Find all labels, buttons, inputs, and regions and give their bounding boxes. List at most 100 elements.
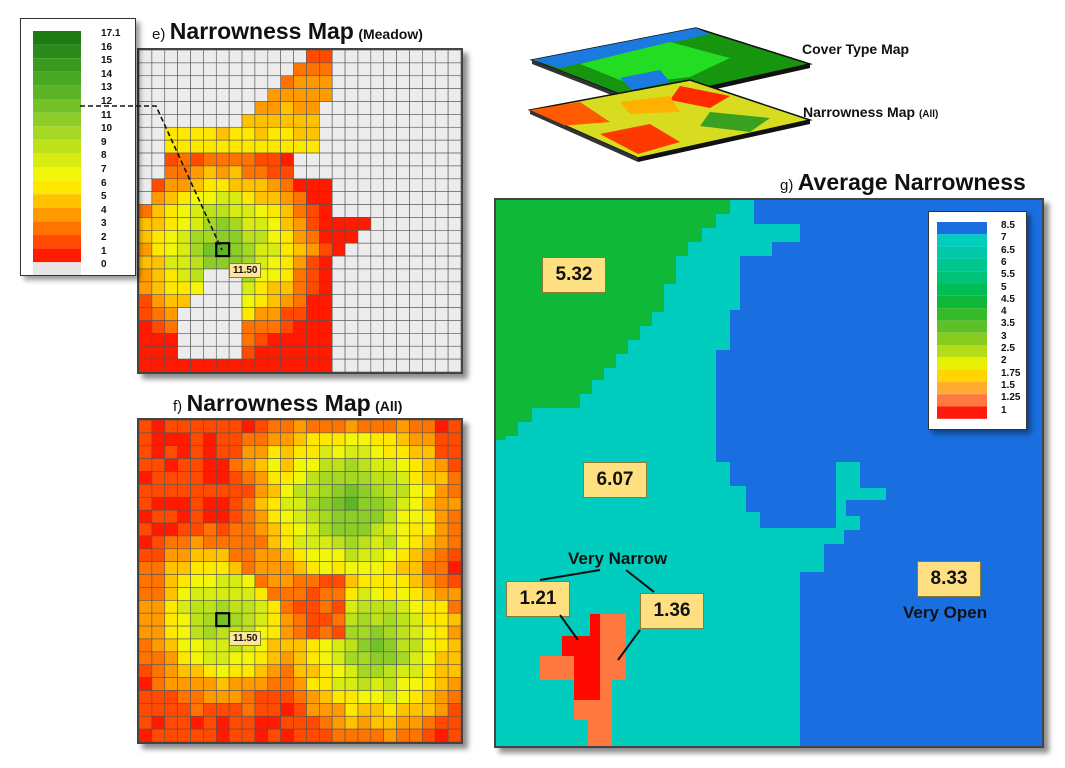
meadow-cell — [267, 294, 281, 308]
meadow-cell — [139, 320, 153, 334]
meadow-cell — [319, 62, 333, 77]
all-cell — [319, 445, 333, 459]
all-cell — [331, 664, 346, 678]
all-cell — [280, 664, 294, 678]
all-cell — [293, 651, 307, 666]
all-cell — [434, 728, 449, 742]
all-cell — [447, 690, 461, 704]
all-cell — [306, 458, 320, 472]
meadow-cell — [447, 152, 461, 167]
all-cell — [383, 496, 397, 511]
all-cell — [228, 496, 243, 511]
meadow-cell — [293, 178, 307, 192]
meadow-cell — [447, 114, 461, 128]
right-legend-swatch — [937, 246, 987, 259]
all-cell — [228, 471, 243, 485]
meadow-cell — [383, 281, 397, 296]
all-cell — [293, 625, 307, 640]
meadow-cell — [164, 242, 178, 257]
all-cell — [164, 664, 178, 678]
left-legend-swatch — [33, 248, 81, 263]
all-cell — [254, 677, 269, 691]
all-cell — [241, 496, 256, 511]
meadow-cell — [396, 242, 410, 257]
all-cell — [409, 690, 423, 704]
meadow-cell — [215, 178, 230, 192]
left-legend-swatch — [33, 180, 81, 195]
meadow-cell — [447, 294, 461, 308]
all-cell — [203, 625, 217, 640]
meadow-cell — [293, 268, 307, 283]
meadow-cell — [434, 320, 449, 334]
meadow-cell — [409, 217, 423, 231]
all-cell — [254, 612, 269, 627]
all-cell — [434, 535, 449, 550]
meadow-cell — [306, 101, 320, 115]
meadow-cell — [280, 191, 294, 205]
all-cell — [254, 535, 269, 550]
meadow-cell — [151, 345, 166, 360]
all-cell — [319, 612, 333, 627]
meadow-cell — [370, 307, 385, 321]
meadow-cell — [434, 268, 449, 283]
meadow-cell — [357, 191, 372, 205]
meadow-cell — [319, 345, 333, 360]
meadow-cell — [254, 294, 269, 308]
all-cell — [319, 703, 333, 717]
all-cell — [319, 548, 333, 562]
meadow-cell — [203, 333, 217, 347]
meadow-cell — [306, 114, 320, 128]
all-cell — [203, 420, 217, 434]
meadow-cell — [293, 358, 307, 372]
meadow-cell — [319, 101, 333, 115]
all-cell — [228, 715, 243, 730]
meadow-cell — [139, 62, 153, 77]
meadow-cell — [306, 255, 320, 270]
meadow-cell — [409, 333, 423, 347]
meadow-cell — [267, 152, 281, 167]
all-cell — [383, 625, 397, 640]
all-cell — [383, 522, 397, 537]
all-cell — [139, 484, 153, 498]
all-cell — [151, 715, 166, 730]
all-cell — [422, 715, 436, 730]
all-cell — [344, 484, 359, 498]
all-cell — [447, 728, 461, 742]
meadow-cell — [422, 152, 436, 167]
all-cell — [164, 703, 178, 717]
meadow-cell — [447, 358, 461, 372]
meadow-cell — [306, 268, 320, 283]
meadow-cell — [254, 204, 269, 218]
meadow-cell — [267, 255, 281, 270]
all-cell — [280, 600, 294, 614]
all-cell — [151, 651, 166, 666]
all-cell — [177, 445, 191, 459]
meadow-cell — [344, 358, 359, 372]
all-cell — [306, 638, 320, 653]
all-cell — [254, 703, 269, 717]
meadow-cell — [447, 139, 461, 154]
all-cell — [151, 548, 166, 562]
all-cell — [370, 458, 385, 472]
all-cell — [267, 445, 281, 459]
all-cell — [228, 509, 243, 524]
all-cell — [164, 574, 178, 588]
meadow-cell — [447, 345, 461, 360]
meadow-cell — [396, 294, 410, 308]
narrowness-map-layer-label: Narrowness Map (All) — [803, 104, 938, 120]
meadow-cell — [319, 242, 333, 257]
meadow-cell — [164, 358, 178, 372]
all-cell — [177, 690, 191, 704]
all-cell — [254, 600, 269, 614]
meadow-cell — [396, 345, 410, 360]
meadow-cell — [319, 217, 333, 231]
mid-value-callout: 6.07 — [583, 462, 647, 498]
all-cell — [164, 471, 178, 485]
meadow-cell — [241, 139, 256, 154]
all-cell — [370, 715, 385, 730]
all-cell — [396, 625, 410, 640]
meadow-cell — [370, 294, 385, 308]
meadow-cell — [370, 126, 385, 141]
meadow-cell — [331, 281, 346, 296]
meadow-cell — [215, 101, 230, 115]
